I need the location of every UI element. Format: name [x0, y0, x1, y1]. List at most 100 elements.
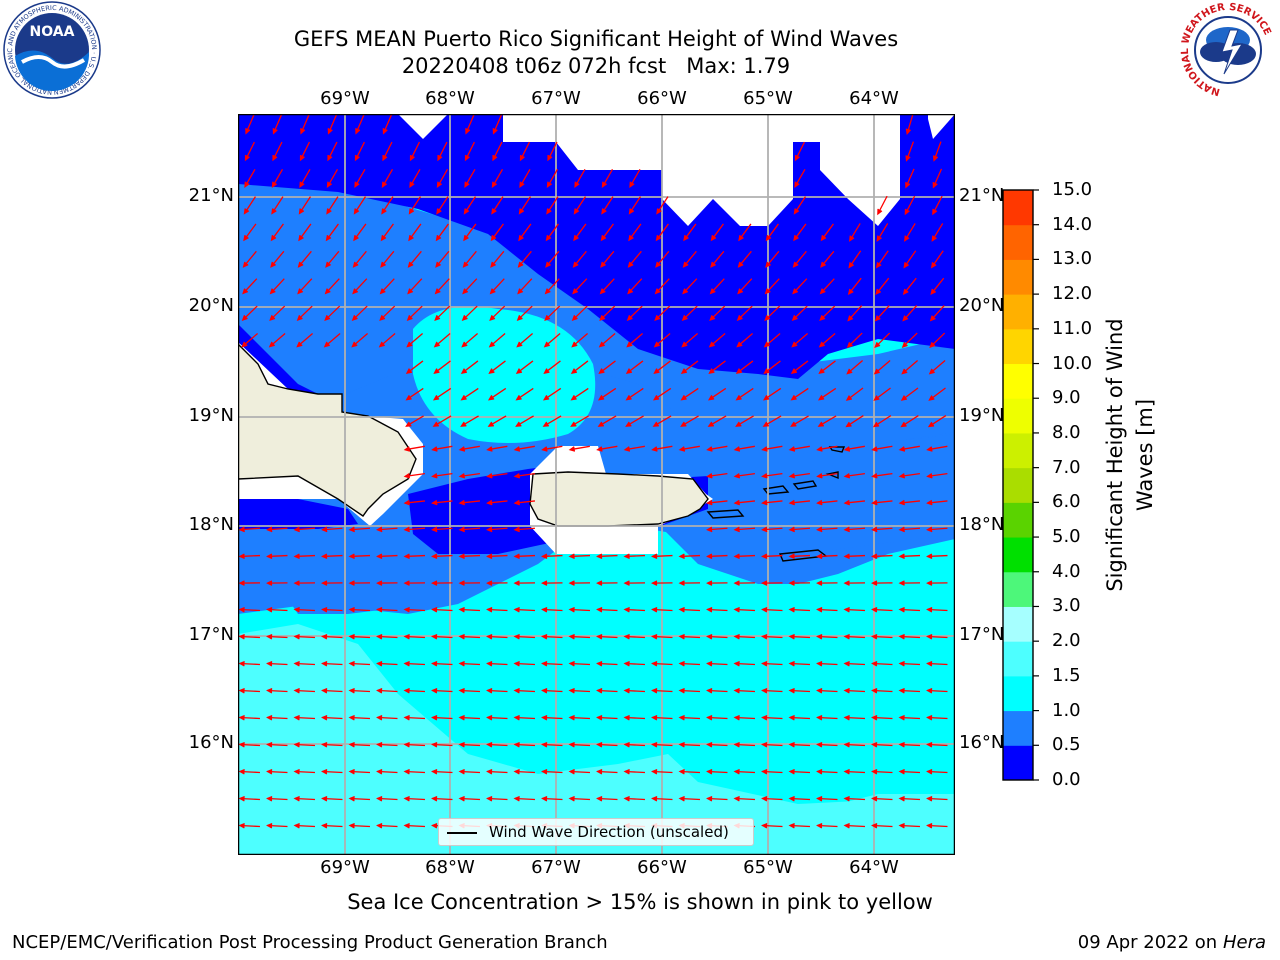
wave-direction-arrow	[843, 741, 866, 748]
wave-direction-arrow	[793, 223, 807, 242]
wave-direction-arrow	[513, 526, 536, 533]
wave-direction-arrow	[298, 223, 312, 242]
wave-direction-arrow	[629, 168, 641, 188]
chart-subtitle: 20220408 t06z 072h fcst Max: 1.79	[401, 54, 791, 78]
wave-direction-arrow	[238, 526, 261, 533]
wave-direction-arrow	[651, 606, 673, 613]
wave-direction-arrow	[678, 633, 701, 640]
wave-direction-arrow	[874, 305, 890, 322]
wave-direction-arrow	[348, 553, 371, 560]
wave-direction-arrow	[351, 332, 369, 348]
wave-direction-arrow	[515, 360, 534, 374]
lon-label-bottom: 67°W	[531, 857, 581, 878]
wave-direction-arrow	[436, 196, 449, 215]
wave-direction-arrow	[403, 714, 426, 721]
wave-direction-arrow	[926, 714, 948, 721]
wave-direction-arrow	[625, 387, 644, 401]
wave-direction-arrow	[871, 768, 893, 775]
colorbar-segment	[1003, 502, 1033, 538]
wave-direction-arrow	[678, 445, 700, 452]
wave-direction-arrow	[293, 526, 316, 533]
wave-direction-arrow	[408, 223, 422, 242]
wave-direction-arrow	[266, 553, 288, 560]
wave-direction-arrow	[431, 741, 453, 748]
wave-direction-arrow	[325, 250, 340, 268]
wave-direction-arrow	[843, 526, 866, 533]
wave-direction-arrow	[571, 332, 589, 348]
wave-direction-arrow	[788, 822, 811, 829]
wave-direction-arrow	[736, 332, 754, 348]
colorbar-segment	[1003, 398, 1033, 434]
colorbar-tick-label: 14.0	[1052, 213, 1093, 235]
wave-direction-arrow	[568, 687, 591, 694]
colorbar	[1002, 189, 1039, 781]
wave-direction-arrow	[926, 499, 948, 506]
wave-direction-arrow	[321, 526, 343, 533]
wave-direction-arrow	[321, 633, 343, 640]
legend-line-icon	[447, 832, 477, 834]
wave-direction-arrow	[266, 741, 288, 748]
wave-direction-arrow	[875, 250, 889, 269]
colorbar-tick-label: 5.0	[1052, 526, 1081, 548]
wave-direction-arrow	[597, 387, 617, 401]
wave-direction-arrow	[486, 741, 508, 748]
wave-direction-arrow	[792, 278, 808, 295]
wave-direction-arrow	[432, 387, 452, 401]
wave-direction-arrow	[238, 714, 261, 721]
wave-direction-arrow	[598, 332, 616, 348]
wave-direction-arrow	[324, 278, 340, 295]
wave-direction-arrow	[875, 277, 890, 296]
wave-direction-arrow	[872, 414, 892, 428]
wave-direction-arrow	[931, 223, 944, 242]
nodata-top-2	[503, 114, 900, 226]
wave-direction-arrow	[733, 741, 756, 748]
hispaniola-land	[238, 343, 417, 517]
wave-direction-arrow	[403, 445, 425, 452]
wave-direction-arrow	[238, 741, 261, 748]
wave-direction-arrow	[817, 387, 837, 401]
wave-direction-arrow	[348, 526, 371, 533]
wave-direction-arrow	[406, 305, 423, 321]
colorbar-tick-label: 10.0	[1052, 352, 1093, 374]
wave-direction-arrow	[764, 278, 780, 295]
wave-direction-arrow	[816, 553, 838, 560]
lat-label-left: 16°N	[188, 732, 234, 753]
wave-direction-arrow	[541, 741, 563, 748]
lat-label-left: 20°N	[188, 295, 234, 316]
wave-direction-arrow	[816, 445, 838, 452]
wave-direction-arrow	[871, 822, 893, 829]
wave-direction-arrow	[845, 387, 864, 401]
wave-direction-arrow	[376, 606, 398, 613]
wave-direction-arrow	[651, 714, 673, 721]
wave-direction-arrow	[788, 553, 811, 560]
wave-direction-arrow	[515, 415, 534, 427]
lon-label-bottom: 68°W	[425, 857, 475, 878]
wave-direction-arrow	[541, 580, 563, 586]
wave-direction-arrow	[490, 250, 505, 268]
wave-direction-arrow	[599, 278, 615, 295]
wave-direction-arrow	[600, 223, 614, 242]
wave-direction-arrow	[788, 526, 811, 533]
wave-direction-arrow	[871, 687, 893, 694]
wave-direction-arrow	[293, 580, 316, 586]
wave-direction-arrow	[596, 768, 618, 775]
wave-direction-arrow	[489, 305, 506, 321]
wave-direction-arrow	[873, 387, 891, 401]
wave-direction-arrow	[486, 499, 508, 506]
wave-direction-arrow	[794, 168, 806, 188]
wave-direction-arrow	[651, 553, 673, 560]
wave-direction-arrow	[486, 714, 508, 721]
tortola-island	[825, 471, 839, 480]
wave-direction-arrow	[680, 387, 699, 401]
wave-direction-arrow	[434, 305, 451, 321]
wave-direction-arrow	[460, 415, 479, 427]
wave-direction-arrow	[544, 278, 560, 295]
wave-direction-arrow	[929, 305, 945, 322]
wave-direction-arrow	[269, 305, 286, 321]
colorbar-tick-label: 7.0	[1052, 456, 1081, 478]
wave-direction-arrow	[570, 387, 589, 401]
wave-direction-arrow	[407, 278, 423, 295]
wave-direction-arrow	[465, 114, 475, 135]
wave-direction-arrow	[519, 168, 531, 188]
wave-direction-arrow	[296, 305, 313, 321]
